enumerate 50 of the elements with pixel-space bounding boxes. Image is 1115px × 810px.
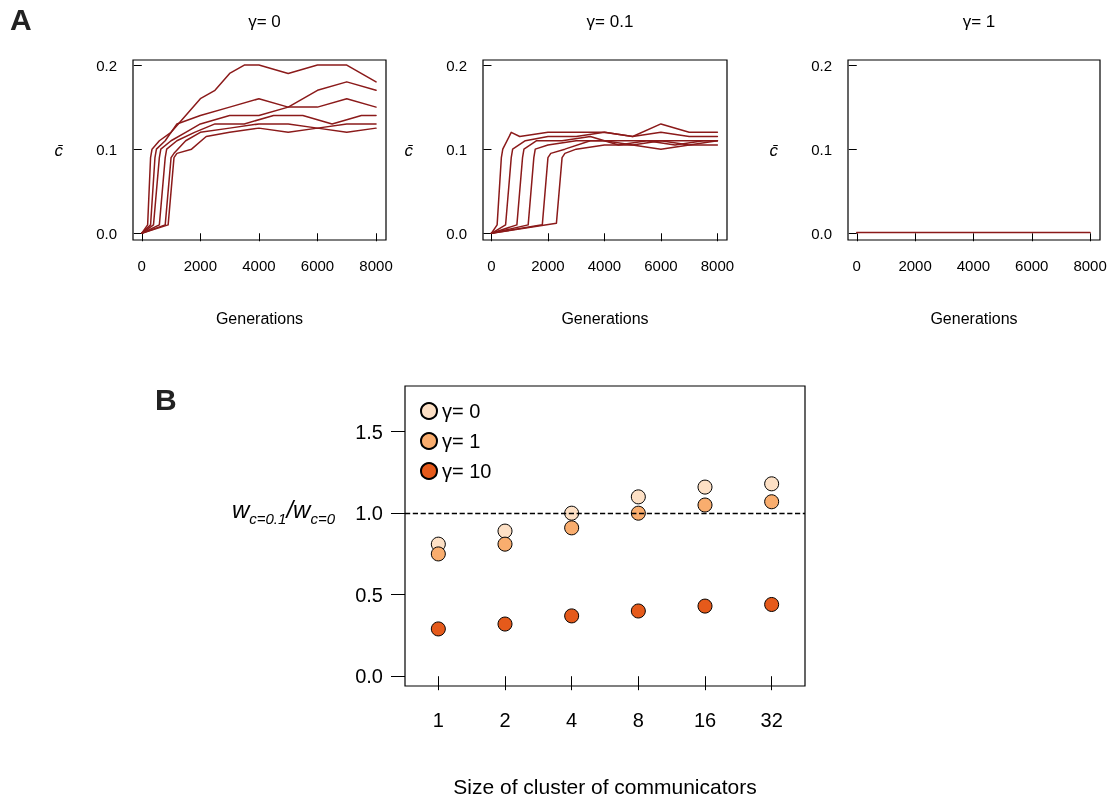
- x-tick-label: 16: [693, 709, 717, 731]
- x-tick-label: 2000: [898, 257, 932, 274]
- text: A: [10, 2, 32, 36]
- y-tick-label: 0.0: [446, 224, 467, 242]
- text: B: [155, 382, 177, 416]
- y-tick-label: 0.1: [811, 140, 832, 158]
- legend-label: γ= 0: [442, 400, 481, 422]
- x-axis-title: Generations: [561, 309, 649, 327]
- x-tick-label: 32: [760, 709, 783, 731]
- x-tick-label: 2000: [183, 257, 218, 274]
- y-tick-label: 0.0: [811, 224, 832, 242]
- x-tick-label: 4000: [587, 257, 622, 274]
- x-tick-label: 4000: [242, 257, 276, 274]
- y-tick-label: 0.0: [355, 665, 383, 688]
- legend-label: γ= 10: [442, 460, 492, 482]
- x-tick-label: 1: [432, 709, 444, 731]
- x-axis-title: Generations: [930, 309, 1018, 327]
- y-tick-label: 0.0: [96, 224, 117, 242]
- x-axis-title: Size of cluster of communicators: [453, 775, 757, 798]
- y-tick-label: 1.5: [355, 420, 383, 443]
- x-tick-label: 6000: [644, 257, 678, 274]
- y-axis-title: w$_{c=0.1}$/w$_{c=0}$: [231, 496, 335, 527]
- x-tick-label: 6000: [1015, 257, 1049, 274]
- y-tick-label: 1.0: [355, 502, 383, 525]
- y-tick-label: 0.5: [355, 583, 383, 606]
- x-tick-label: 0: [852, 257, 861, 274]
- y-tick-label: 0.2: [811, 56, 832, 74]
- x-tick-label: 4000: [956, 257, 991, 274]
- x-tick-label: 2: [499, 709, 511, 731]
- y-axis-title: c̄: [769, 140, 779, 160]
- x-tick-label: 2000: [531, 257, 565, 274]
- y-tick-label: 0.2: [446, 56, 467, 74]
- chart-title: γ= 0: [248, 12, 281, 31]
- x-tick-label: 8: [632, 709, 644, 731]
- x-axis-title: Generations: [215, 309, 304, 327]
- y-tick-label: 0.2: [96, 56, 117, 74]
- x-tick-label: 0: [487, 257, 496, 274]
- x-tick-label: 8000: [359, 257, 393, 274]
- x-tick-label: 8000: [700, 257, 735, 274]
- x-tick-label: 4: [566, 709, 578, 731]
- x-tick-label: 0: [137, 257, 146, 274]
- y-tick-label: 0.1: [446, 140, 467, 158]
- y-axis-title: c̄: [54, 140, 64, 160]
- chart-title: γ= 0.1: [586, 12, 634, 31]
- legend-label: γ= 1: [442, 430, 481, 452]
- x-tick-label: 6000: [300, 257, 335, 274]
- chart-title: γ= 1: [962, 12, 996, 31]
- y-axis-title: c̄: [404, 140, 414, 160]
- y-tick-label: 0.1: [96, 140, 117, 158]
- x-tick-label: 8000: [1073, 257, 1107, 274]
